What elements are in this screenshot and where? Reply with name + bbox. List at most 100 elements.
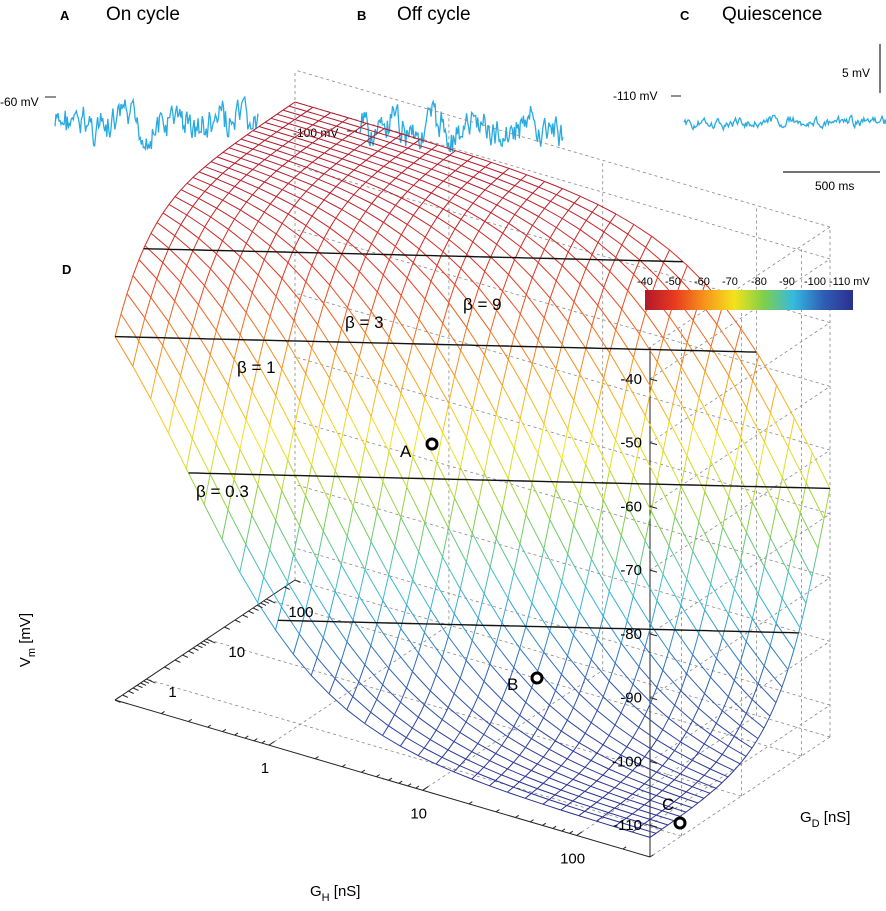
surface-gridline <box>365 176 373 183</box>
surface-gridline <box>245 515 253 545</box>
surface-gridline <box>293 197 301 207</box>
surface-gridline <box>686 426 694 456</box>
surface-gridline <box>543 317 563 345</box>
surface-gridline <box>401 172 420 181</box>
surface-gridline <box>334 661 342 679</box>
surface-gridline <box>430 345 438 372</box>
surface-gridline <box>507 768 526 777</box>
surface-gridline <box>483 760 491 768</box>
surface-gridline <box>655 828 663 834</box>
surface-gridline <box>209 354 229 387</box>
surface-gridline <box>300 132 319 140</box>
surface-gridline <box>442 527 449 558</box>
surface-gridline <box>555 489 575 526</box>
surface-gridline <box>650 799 669 807</box>
surface-gridline <box>489 753 497 762</box>
surface-gridline <box>716 402 724 432</box>
surface-gridline <box>413 139 421 145</box>
surface-gridline <box>328 693 348 711</box>
panel-b-trace <box>359 99 564 153</box>
surface-gridline <box>270 113 278 119</box>
surface-gridline <box>257 363 277 397</box>
surface-gridline <box>245 292 253 313</box>
surface-gridline <box>603 286 623 310</box>
surface-gridline <box>334 564 342 592</box>
surface-gridline <box>388 421 396 452</box>
surface-gridline <box>745 641 765 667</box>
surface-gridline <box>150 398 169 434</box>
surface-gridline <box>382 361 402 394</box>
surface-gridline <box>234 157 242 164</box>
surface-gridline <box>609 270 629 291</box>
gh-tick <box>361 769 366 773</box>
surface-gridline <box>555 690 574 709</box>
surface-gridline <box>703 792 711 799</box>
surface-gridline <box>489 413 497 443</box>
surface-gridline <box>502 232 521 248</box>
gd-axis-title: GD [nS] <box>800 809 850 830</box>
surface-gridline <box>335 158 343 165</box>
surface-gridline <box>507 448 515 479</box>
surface-gridline <box>288 119 296 125</box>
surface-gridline <box>198 304 217 331</box>
surface-gridline <box>549 368 557 396</box>
surface-gridline <box>501 745 520 756</box>
surface-gridline <box>449 154 468 162</box>
surface-gridline <box>579 348 587 374</box>
surface-gridline <box>638 569 658 602</box>
surface-gridline <box>633 333 640 358</box>
surface-gridline <box>270 135 289 143</box>
surface-gridline <box>252 169 271 177</box>
surface-gridline <box>614 803 621 809</box>
surface-gridline <box>727 770 735 778</box>
surface-gridline <box>233 256 241 273</box>
surface-gridline <box>596 752 616 763</box>
surface-gridline <box>661 824 669 830</box>
surface-gridline <box>292 633 300 655</box>
surface-gridline <box>288 105 307 112</box>
surface-gridline <box>359 181 367 189</box>
surface-gridline <box>406 737 425 749</box>
surface-gridline <box>698 780 717 789</box>
surface-gridline <box>353 288 372 312</box>
surface-gridline <box>407 190 426 201</box>
surface-gridline <box>483 724 491 735</box>
surface-gridline <box>501 768 508 776</box>
surface-gridline <box>626 793 633 800</box>
surface-gridline <box>519 702 527 716</box>
surface-gridline <box>538 181 546 188</box>
surface-gridline <box>430 609 449 637</box>
surface-gridline <box>346 383 354 412</box>
surface-gridline <box>560 809 579 817</box>
surface-gridline <box>294 101 313 108</box>
surface-gridline <box>311 347 330 379</box>
surface-gridline <box>627 233 646 248</box>
surface-gridline <box>275 368 283 397</box>
surface-gridline <box>555 218 563 228</box>
surface-gridline <box>572 742 580 752</box>
surface-gridline <box>276 170 295 179</box>
surface-gridline <box>536 783 544 789</box>
surface-gridline <box>549 489 557 520</box>
surface-gridline <box>413 143 432 150</box>
surface-gridline <box>417 747 425 756</box>
surface-gridline <box>425 168 432 175</box>
surface-gridline <box>715 761 735 772</box>
surface-gridline <box>424 192 432 201</box>
surface-gridline <box>680 485 700 523</box>
gh-tick <box>542 822 547 826</box>
surface-gridline <box>276 113 295 120</box>
surface-gridline <box>335 180 343 187</box>
surface-gridline <box>662 718 670 730</box>
surface-gridline <box>276 196 295 207</box>
surface-gridline <box>608 812 627 819</box>
surface-gridline <box>406 671 413 689</box>
surface-gridline <box>526 235 545 250</box>
surface-gridline <box>156 222 176 237</box>
surface-gridline <box>650 739 658 749</box>
surface-gridline <box>180 214 188 225</box>
gh-tick <box>234 732 239 736</box>
surface-gridline <box>484 161 492 168</box>
surface-gridline <box>330 148 349 155</box>
surface-gridline <box>359 256 366 272</box>
